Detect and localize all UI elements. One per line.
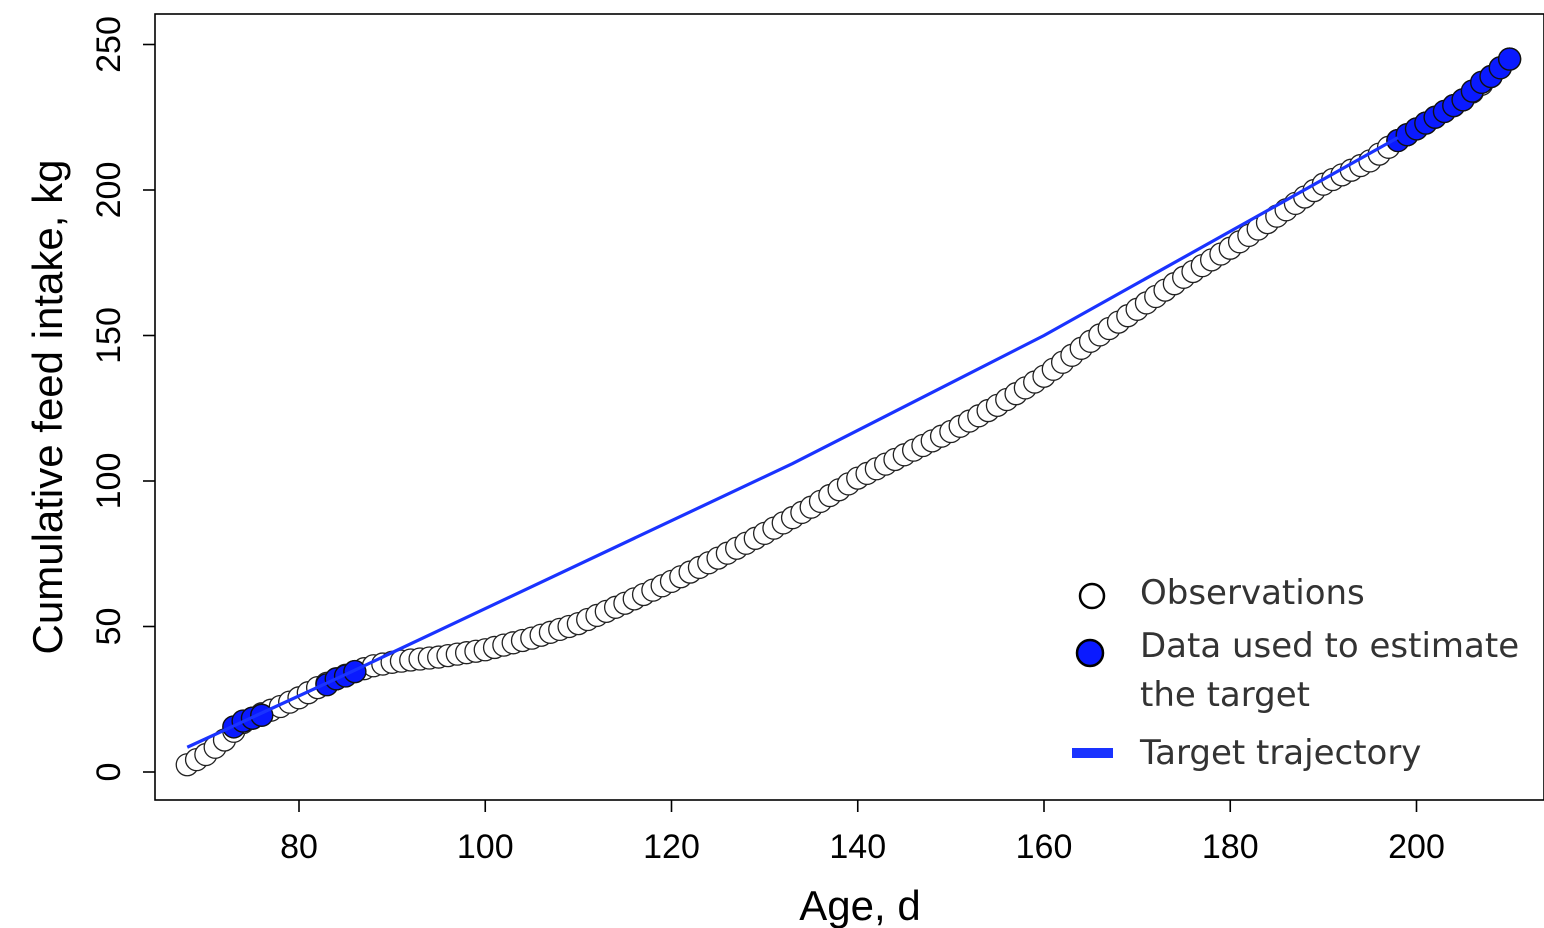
y-axis: 0 50 100 150 200 250 bbox=[90, 16, 155, 781]
y-tick-label: 250 bbox=[90, 16, 128, 73]
y-tick-label: 100 bbox=[90, 453, 128, 510]
legend: Observations Data used to estimate the t… bbox=[1072, 573, 1519, 773]
legend-label-trajectory: Target trajectory bbox=[1139, 733, 1421, 773]
legend-marker-used-data bbox=[1075, 638, 1105, 668]
x-axis: 80 100 120 140 160 180 200 bbox=[280, 800, 1445, 866]
series-observations bbox=[175, 47, 1522, 777]
y-tick-label: 200 bbox=[90, 162, 128, 219]
plot-frame bbox=[154, 13, 1544, 801]
y-axis-label: Cumulative feed intake, kg bbox=[24, 160, 71, 655]
x-tick-label: 100 bbox=[457, 828, 514, 866]
legend-label-observations: Observations bbox=[1140, 573, 1365, 613]
used-data-point bbox=[1497, 47, 1522, 71]
x-tick-label: 120 bbox=[643, 828, 700, 866]
legend-label-used-data-line2: the target bbox=[1140, 675, 1310, 715]
y-tick-label: 50 bbox=[90, 608, 128, 646]
series-target-trajectory bbox=[186, 136, 1399, 749]
x-tick-label: 200 bbox=[1388, 828, 1445, 866]
x-tick-label: 80 bbox=[280, 828, 318, 866]
legend-marker-trajectory bbox=[1072, 748, 1113, 758]
y-tick-label: 0 bbox=[90, 763, 128, 782]
x-tick-label: 160 bbox=[1016, 828, 1073, 866]
target-trajectory-line bbox=[186, 136, 1399, 749]
x-axis-label: Age, d bbox=[799, 882, 920, 928]
y-tick-label: 150 bbox=[90, 307, 128, 364]
legend-label-used-data-line1: Data used to estimate bbox=[1140, 626, 1519, 666]
x-tick-label: 140 bbox=[829, 828, 886, 866]
x-tick-label: 180 bbox=[1202, 828, 1259, 866]
legend-marker-observations bbox=[1078, 582, 1106, 610]
